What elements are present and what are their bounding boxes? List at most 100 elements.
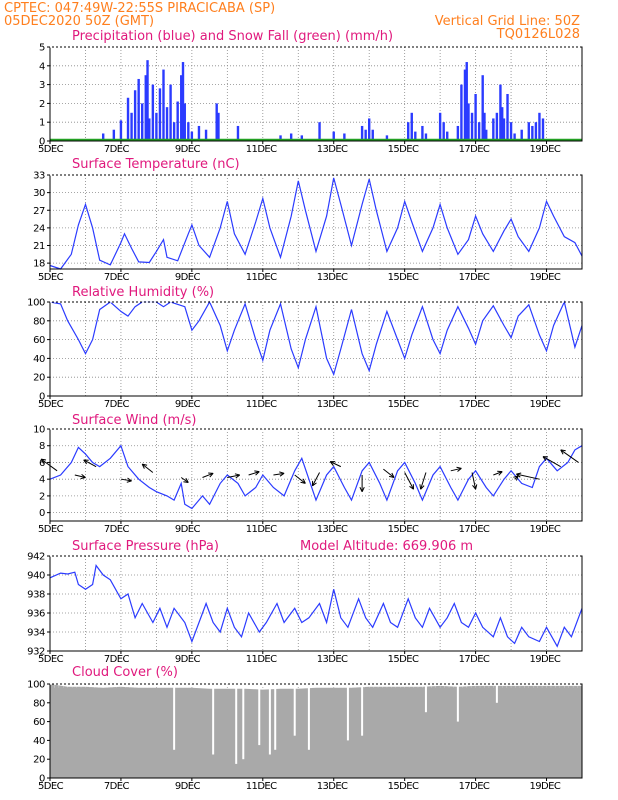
- wind-arrow-head: [83, 459, 89, 465]
- wind-arrow: [329, 461, 342, 468]
- precip-bar: [119, 120, 123, 141]
- precip-bar: [215, 103, 218, 141]
- precip-bar: [126, 97, 130, 141]
- wind-arrow: [560, 449, 579, 463]
- wind-arrow-head: [126, 477, 132, 483]
- precipitation-panel: Precipitation (blue) and Snow Fall (gree…: [38, 29, 583, 155]
- precip-bar: [289, 133, 293, 141]
- wind-xtick-label: 11DEC: [246, 524, 277, 535]
- precip-bar: [181, 62, 185, 141]
- precip-bar: [204, 129, 208, 141]
- precip-bar: [456, 125, 460, 141]
- wind-ytick-label: 0: [39, 508, 45, 519]
- temp-xtick-label: 15DEC: [388, 272, 419, 283]
- precip-bar: [442, 122, 445, 141]
- precip-bar: [460, 84, 463, 141]
- precip-bar: [538, 112, 541, 141]
- precip-bar: [141, 103, 144, 141]
- precip-bar: [371, 129, 374, 141]
- precip-bar: [477, 122, 481, 141]
- precip-bar: [509, 122, 513, 141]
- precip-xtick-label: 9DEC: [175, 144, 201, 155]
- precip-xtick-label: 5DEC: [38, 144, 64, 155]
- precip-bar: [146, 60, 149, 141]
- precip-xtick-label: 15DEC: [388, 144, 419, 155]
- wind-arrow: [542, 456, 561, 468]
- wind-arrow: [294, 474, 306, 484]
- humidity-panel: Relative Humidity (%) 0 20 40 60 80 100 5DEC 7D…: [27, 285, 583, 410]
- cloud-gap: [293, 684, 296, 736]
- cloud-xtick-label: 13DEC: [317, 781, 348, 792]
- pres-ytick-label: 936: [27, 609, 45, 620]
- wind-arrow-head: [279, 471, 285, 477]
- precip-bar: [502, 118, 506, 141]
- cloud-gap: [258, 684, 261, 746]
- wind-arrow: [312, 472, 320, 487]
- wind-arrow: [180, 477, 189, 483]
- pres-ytick-label: 932: [27, 647, 45, 658]
- precip-bar: [279, 135, 282, 141]
- cloud-cover-panel: Cloud Cover (%) 0 20 40 60 80 100 5DEC 7DEC 9DEC…: [27, 665, 583, 792]
- temperature-panel: Surface Temperature (nC) 18 21 24 27 30 33 5DE…: [33, 157, 583, 283]
- wind-arrow-head: [141, 463, 148, 469]
- temp-ytick-label: 30: [33, 188, 45, 199]
- cloud-ytick-label: 0: [39, 774, 45, 785]
- temp-line: [49, 177, 583, 270]
- temp-frame: [49, 174, 583, 270]
- precip-bar: [424, 133, 428, 141]
- precip-ytick-label: 2: [39, 99, 45, 110]
- rh-frame: [49, 301, 583, 397]
- rh-xtick-label: 7DEC: [104, 399, 130, 410]
- pres-xtick-label: 5DEC: [38, 654, 64, 665]
- pres-xtick-label: 17DEC: [459, 654, 490, 665]
- wind-xtick-label: 7DEC: [104, 524, 130, 535]
- precip-bar: [112, 129, 116, 141]
- wind-arrow: [493, 471, 503, 476]
- precipitation-title: Precipitation (blue) and Snow Fall (gree…: [72, 29, 393, 44]
- precip-bar: [176, 101, 179, 141]
- pres-ytick-label: 934: [27, 628, 45, 639]
- wind-ytick-label: 10: [33, 425, 45, 436]
- precip-bar: [467, 103, 470, 141]
- header-model-code: TQ0126L028: [496, 27, 580, 42]
- wind-arrow: [120, 478, 132, 482]
- wind-arrow: [141, 463, 154, 473]
- model-altitude: Model Altitude: 669.906 m: [300, 539, 473, 554]
- precip-bar: [236, 125, 240, 141]
- precip-bar: [187, 122, 190, 141]
- precip-bar: [492, 118, 495, 141]
- pres-xtick-label: 11DEC: [246, 654, 277, 665]
- pres-frame: [49, 555, 583, 652]
- wind-ytick-label: 8: [39, 441, 45, 452]
- precip-bar: [162, 69, 165, 141]
- temp-ytick-label: 24: [33, 223, 45, 234]
- precip-bar: [541, 118, 545, 141]
- pres-ytick-label: 940: [27, 571, 45, 582]
- wind-arrow-head: [311, 480, 317, 487]
- precip-bar: [151, 84, 155, 141]
- wind-arrow-head: [300, 478, 306, 484]
- rh-ytick-label: 60: [33, 335, 45, 346]
- temperature-title: Surface Temperature (nC): [72, 157, 240, 172]
- precip-xtick-label: 11DEC: [246, 144, 277, 155]
- precip-bar: [470, 112, 474, 141]
- wind-arrow-head: [542, 456, 549, 461]
- wind-arrow: [248, 471, 260, 476]
- header-grid-line: Vertical Grid Line: 50Z: [435, 14, 580, 29]
- pressure-title: Surface Pressure (hPa): [72, 539, 219, 554]
- precip-bar: [133, 90, 137, 141]
- precip-bar: [137, 78, 140, 141]
- cloud-ytick-label: 80: [33, 698, 45, 709]
- wind-arrow: [383, 468, 395, 478]
- rh-ytick-label: 0: [39, 392, 45, 403]
- rh-xtick-label: 13DEC: [317, 399, 348, 410]
- cloud-fill: [50, 684, 582, 778]
- temp-xtick-label: 9DEC: [175, 272, 201, 283]
- wind-arrow-head: [560, 449, 566, 455]
- wind-arrow-head: [329, 461, 336, 466]
- rh-line: [49, 300, 583, 377]
- wind-arrow-head: [497, 470, 503, 476]
- precip-bar: [438, 112, 442, 141]
- precip-bar: [481, 75, 484, 141]
- header-station: CPTEC: 047:49W-22:55S PIRACICABA (SP): [4, 1, 275, 16]
